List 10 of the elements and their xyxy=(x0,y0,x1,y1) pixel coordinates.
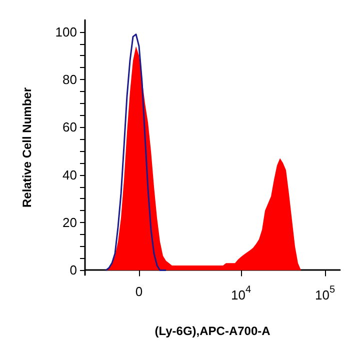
y-tick-label: 40 xyxy=(62,167,77,182)
y-axis-title: Relative Cell Number xyxy=(20,87,34,208)
line-series xyxy=(105,34,167,271)
y-tick-label: 100 xyxy=(55,24,77,40)
y-tick-label: 0 xyxy=(70,262,77,278)
y-tick-label: 20 xyxy=(62,215,77,230)
x-axis-title: (Ly-6G),APC-A700-A xyxy=(154,324,271,338)
x-tick-label: 0 xyxy=(135,284,143,299)
y-tick-label: 80 xyxy=(62,72,77,88)
y-tick-label: 60 xyxy=(62,120,77,135)
